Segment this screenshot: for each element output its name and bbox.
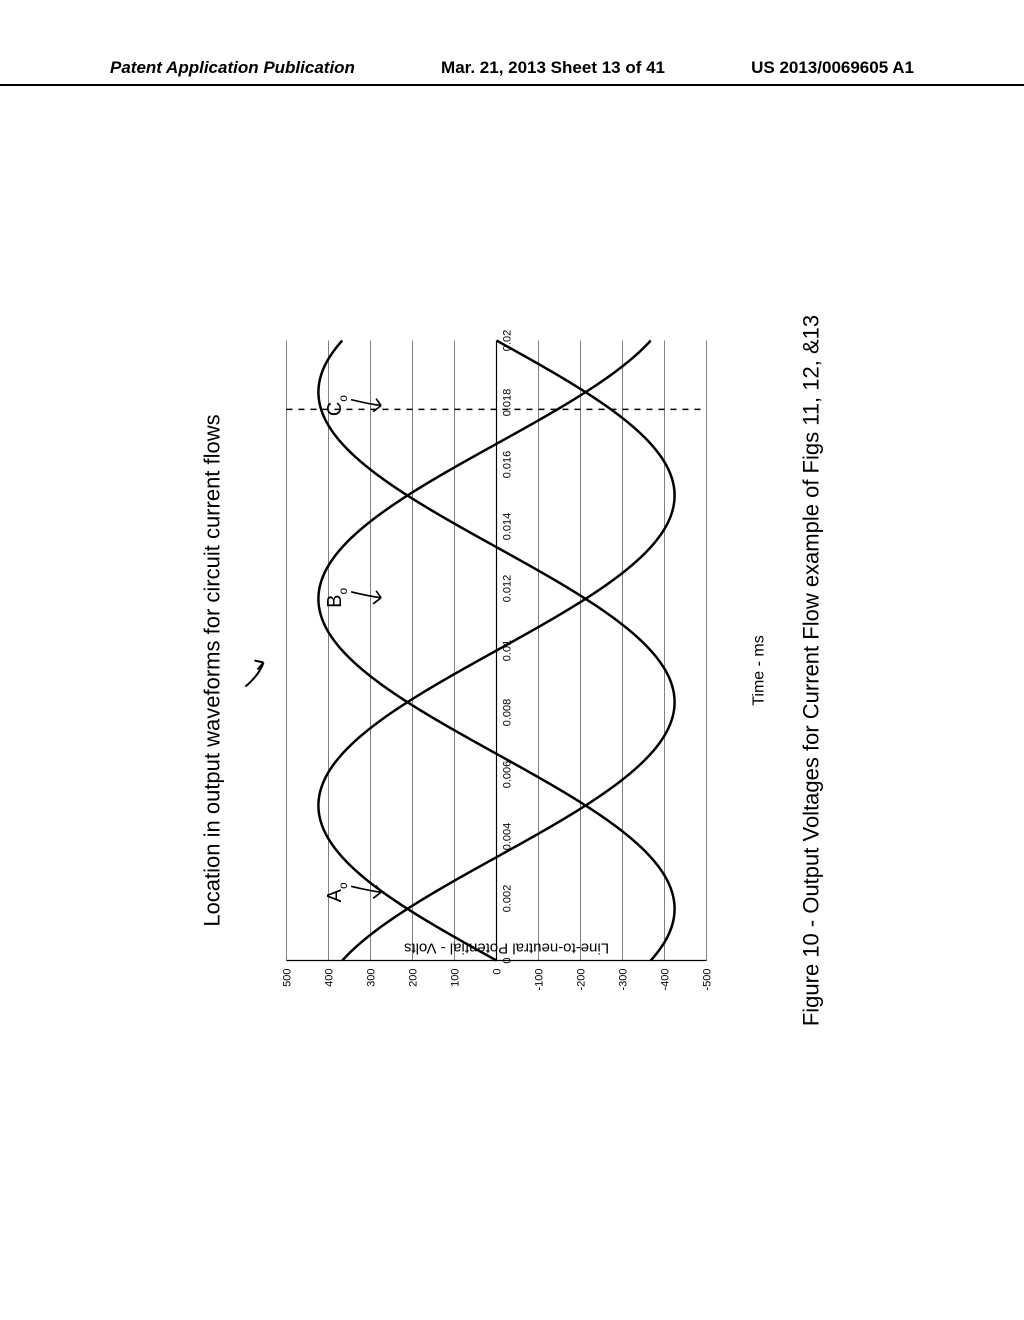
svg-text:0.004: 0.004 [502, 822, 514, 850]
svg-text:0.012: 0.012 [502, 574, 514, 602]
arrow-down-icon [232, 650, 268, 690]
header-center: Mar. 21, 2013 Sheet 13 of 41 [441, 58, 665, 78]
figure-caption: Figure 10 - Output Voltages for Current … [799, 220, 825, 1120]
svg-text:0.016: 0.016 [502, 450, 514, 478]
x-axis-label: Time - ms [751, 220, 769, 1120]
header-left: Patent Application Publication [110, 58, 355, 78]
svg-text:-500: -500 [702, 968, 714, 990]
figure-container: Location in output waveforms for circuit… [0, 170, 1024, 1170]
svg-text:0.002: 0.002 [502, 884, 514, 912]
chart-area: Line-to-neutral Potential - Volts -500 -4… [277, 320, 737, 1020]
title-arrow [232, 220, 273, 1120]
svg-text:0.018: 0.018 [502, 388, 514, 416]
svg-text:0.006: 0.006 [502, 760, 514, 788]
svg-text:Co: Co [324, 394, 350, 415]
svg-text:0: 0 [502, 957, 514, 963]
svg-text:-300: -300 [618, 968, 630, 990]
svg-text:-400: -400 [660, 968, 672, 990]
svg-text:-100: -100 [534, 968, 546, 990]
svg-text:-200: -200 [576, 968, 588, 990]
figure-title: Location in output waveforms for circuit… [200, 220, 226, 1120]
svg-text:Ao: Ao [324, 881, 350, 901]
svg-text:Bo: Bo [324, 587, 350, 607]
svg-text:0: 0 [492, 968, 504, 974]
svg-text:100: 100 [450, 968, 462, 986]
y-axis-label: Line-to-neutral Potential - Volts [404, 939, 609, 956]
rotated-figure: Location in output waveforms for circuit… [200, 220, 825, 1120]
svg-text:500: 500 [282, 968, 294, 986]
chart-svg: -500 -400 -300 -200 -100 0 100 200 300 400 500 0 0.0… [277, 320, 737, 1020]
svg-text:300: 300 [366, 968, 378, 986]
page-header: Patent Application Publication Mar. 21, … [0, 58, 1024, 86]
svg-text:200: 200 [408, 968, 420, 986]
header-right: US 2013/0069605 A1 [751, 58, 914, 78]
svg-text:0.014: 0.014 [502, 512, 514, 540]
svg-text:400: 400 [324, 968, 336, 986]
svg-text:0.008: 0.008 [502, 698, 514, 726]
